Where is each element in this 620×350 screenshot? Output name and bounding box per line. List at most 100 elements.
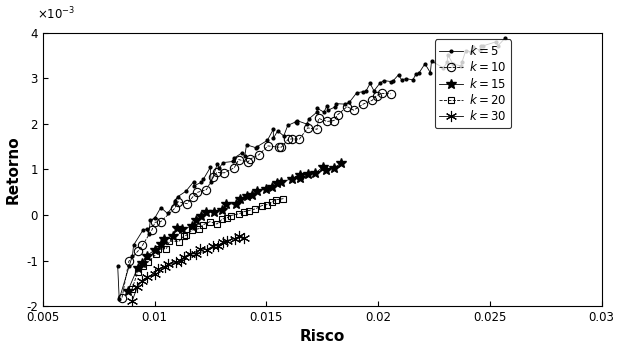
$\mathit{k} = 15$ [249, 193, 256, 197]
$\mathit{k} = 15$ [232, 202, 239, 206]
$\mathit{k} = 10$ [373, 93, 380, 98]
$\mathit{k} = 15$ [134, 266, 141, 270]
$\mathit{k} = 15$ [223, 202, 230, 206]
$\mathit{k} = 30$ [187, 252, 194, 256]
$\mathit{k} = 15$ [188, 224, 196, 228]
$\mathit{k} = 20$ [236, 211, 243, 216]
$\mathit{k} = 15$ [178, 227, 185, 231]
$\mathit{k} = 10$ [304, 126, 311, 130]
$\mathit{k} = 15$ [330, 166, 338, 170]
$\mathit{k} = 15$ [157, 242, 164, 246]
$\mathit{k} = 20$ [273, 198, 280, 202]
$\mathit{k} = 30$ [180, 255, 188, 259]
$\mathit{k} = 10$ [210, 175, 217, 179]
$\mathit{k} = 20$ [154, 247, 162, 251]
$\mathit{k} = 5$ [313, 110, 321, 114]
$\mathit{k} = 10$ [134, 249, 141, 253]
$\mathit{k} = 5$ [114, 264, 122, 268]
Legend: $\mathit{k} = 5$, $\mathit{k} = 10$, $\mathit{k} = 15$, $\mathit{k} = 20$, $\mat: $\mathit{k} = 5$, $\mathit{k} = 10$, $\m… [435, 39, 511, 128]
$\mathit{k} = 20$ [199, 223, 206, 227]
$\mathit{k} = 15$ [253, 188, 260, 193]
$\mathit{k} = 15$ [193, 218, 200, 222]
$\mathit{k} = 20$ [206, 219, 214, 224]
$\mathit{k} = 5$ [252, 146, 260, 150]
$\mathit{k} = 10$ [193, 190, 201, 195]
$\mathit{k} = 10$ [203, 188, 210, 192]
$\mathit{k} = 10$ [379, 91, 386, 96]
$\mathit{k} = 20$ [166, 239, 173, 243]
$\mathit{k} = 10$ [330, 118, 338, 122]
$\mathit{k} = 20$ [268, 200, 276, 204]
$\mathit{k} = 10$ [368, 98, 376, 103]
$\mathit{k} = 15$ [322, 168, 330, 172]
X-axis label: Risco: Risco [299, 329, 345, 344]
$\mathit{k} = 10$ [315, 116, 322, 120]
$\mathit{k} = 30$ [177, 259, 185, 263]
$\mathit{k} = 10$ [360, 102, 367, 106]
$\mathit{k} = 30$ [144, 275, 151, 279]
$\mathit{k} = 10$ [148, 228, 156, 232]
$\mathit{k} = 30$ [236, 234, 243, 238]
$\mathit{k} = 15$ [218, 208, 226, 212]
$\mathit{k} = 30$ [197, 247, 204, 251]
$\mathit{k} = 30$ [164, 262, 172, 267]
$\mathit{k} = 15$ [268, 185, 276, 189]
$\mathit{k} = 10$ [151, 220, 159, 224]
$\mathit{k} = 10$ [343, 104, 351, 108]
$\mathit{k} = 10$ [213, 170, 221, 174]
$\mathit{k} = 20$ [144, 260, 152, 264]
$\mathit{k} = 20$ [218, 217, 226, 221]
$\mathit{k} = 10$ [313, 127, 321, 131]
$\mathit{k} = 10$ [221, 171, 228, 175]
$\mathit{k} = 10$ [387, 92, 394, 96]
$\mathit{k} = 15$ [236, 197, 244, 201]
$\mathit{k} = 10$ [235, 158, 242, 162]
$\mathit{k} = 30$ [241, 236, 248, 240]
$\mathit{k} = 30$ [210, 244, 217, 248]
$\mathit{k} = 10$ [350, 108, 357, 112]
Line: $\mathit{k} = 30$: $\mathit{k} = 30$ [126, 231, 250, 307]
$\mathit{k} = 20$ [245, 209, 252, 213]
$\mathit{k} = 30$ [203, 247, 210, 252]
$\mathit{k} = 15$ [124, 288, 131, 293]
$\mathit{k} = 20$ [180, 234, 187, 238]
$\mathit{k} = 10$ [244, 160, 252, 164]
$\mathit{k} = 30$ [139, 279, 146, 283]
$\mathit{k} = 30$ [173, 260, 180, 264]
$\mathit{k} = 20$ [280, 197, 287, 201]
$\mathit{k} = 20$ [264, 202, 271, 206]
$\mathit{k} = 30$ [128, 299, 136, 303]
$\mathit{k} = 10$ [264, 144, 272, 148]
$\mathit{k} = 5$ [182, 189, 190, 194]
$\mathit{k} = 5$ [477, 44, 485, 48]
$\mathit{k} = 15$ [169, 234, 177, 238]
$\mathit{k} = 30$ [223, 239, 231, 243]
$\mathit{k} = 15$ [305, 173, 312, 177]
$\mathit{k} = 20$ [162, 247, 170, 251]
$\mathit{k} = 5$ [238, 151, 246, 155]
$\mathit{k} = 30$ [134, 285, 141, 289]
$\mathit{k} = 10$ [334, 113, 342, 117]
$\mathit{k} = 30$ [215, 244, 222, 248]
$\mathit{k} = 15$ [151, 248, 158, 252]
$\mathit{k} = 15$ [288, 176, 295, 181]
$\mathit{k} = 30$ [161, 265, 169, 269]
Line: $\mathit{k} = 10$: $\mathit{k} = 10$ [118, 89, 395, 302]
$\mathit{k} = 15$ [203, 210, 210, 215]
$\mathit{k} = 30$ [193, 252, 200, 256]
$\mathit{k} = 20$ [128, 287, 136, 292]
$\mathit{k} = 30$ [231, 237, 239, 241]
$\mathit{k} = 15$ [138, 260, 146, 265]
$\mathit{k} = 10$ [184, 202, 191, 206]
$\mathit{k} = 20$ [240, 210, 247, 214]
$\mathit{k} = 5$ [501, 36, 508, 41]
$\mathit{k} = 30$ [154, 267, 161, 271]
$\mathit{k} = 20$ [182, 233, 190, 238]
$\mathit{k} = 20$ [227, 214, 234, 218]
$\mathit{k} = 20$ [224, 216, 231, 220]
$\mathit{k} = 15$ [337, 161, 345, 166]
$\mathit{k} = 15$ [312, 171, 319, 175]
$\mathit{k} = 10$ [278, 145, 285, 149]
$\mathit{k} = 20$ [175, 239, 182, 244]
$\mathit{k} = 20$ [139, 264, 146, 268]
